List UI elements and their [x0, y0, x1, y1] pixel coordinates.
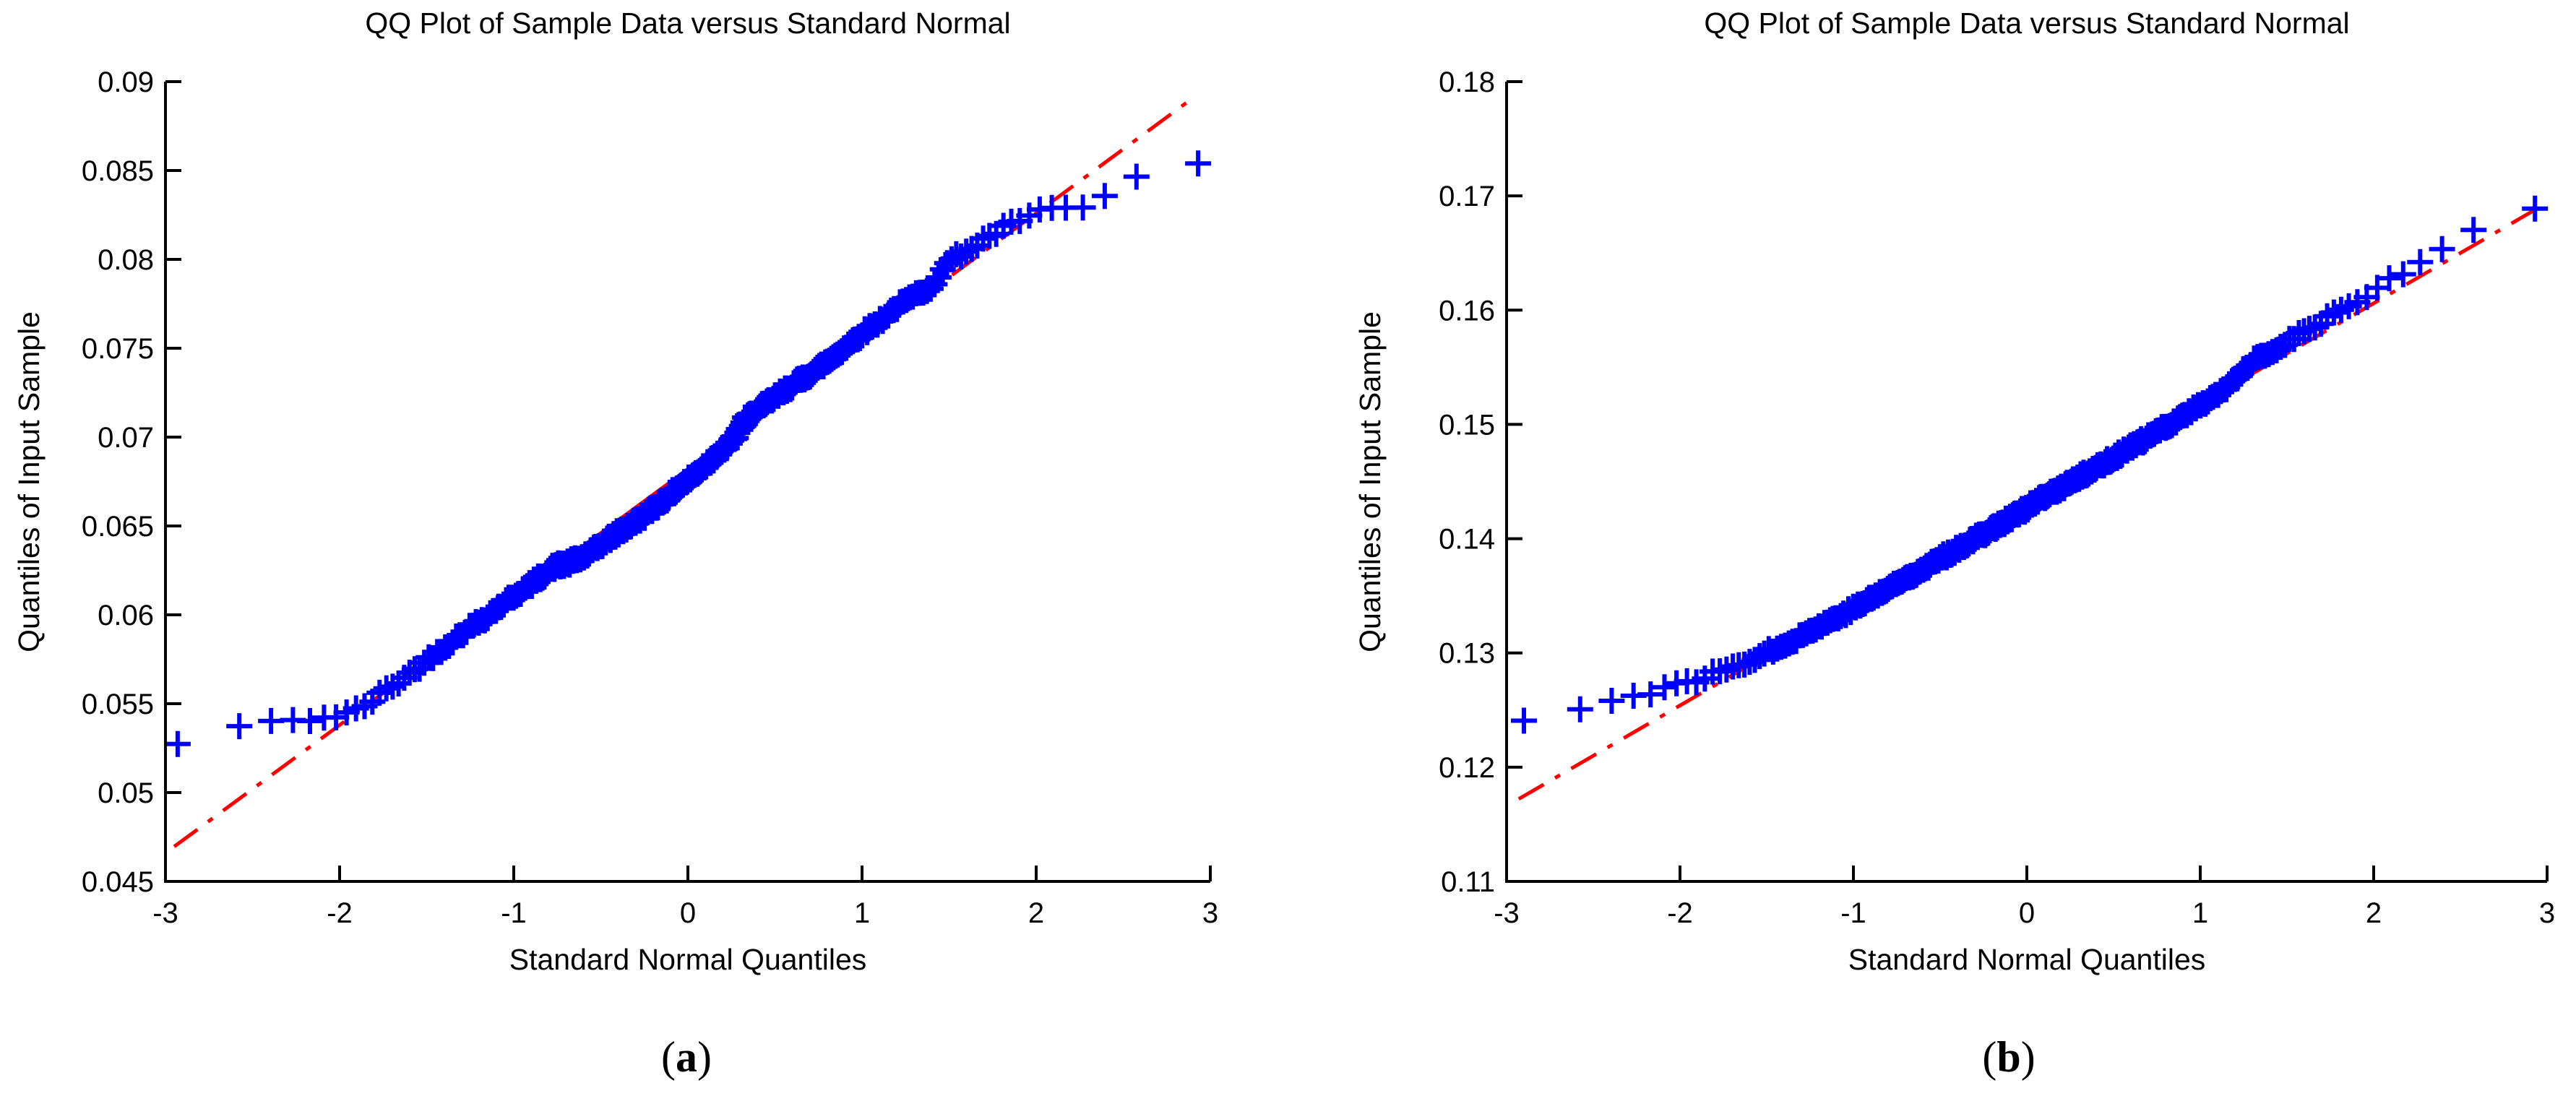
plot-b-xlabel: Standard Normal Quantiles: [1848, 943, 2206, 976]
plot-a-tick-labels: -3 -2 -1 0 1 2 3 0.045 0.05 0.055 0.06 0.065 0.07 0.0…: [82, 66, 1218, 929]
y-tick-label: 0.15: [1439, 409, 1495, 441]
plot-b-axes: [1505, 80, 2549, 883]
y-tick-label: 0.14: [1439, 524, 1495, 556]
x-tick-label: 3: [2539, 897, 2555, 929]
x-tick-label: -1: [1840, 897, 1866, 929]
plot-a-markers: [164, 150, 1212, 757]
x-tick-label: 1: [2192, 897, 2208, 929]
x-tick-label: -2: [327, 897, 353, 929]
plot-b-caption-open: (: [1982, 1033, 1996, 1081]
plot-b-markers: [1511, 195, 2549, 734]
y-tick-label: 0.09: [98, 66, 154, 98]
y-tick-label: 0.07: [98, 422, 154, 454]
plot-a-caption: (a): [661, 1033, 712, 1081]
x-tick-label: 2: [2366, 897, 2382, 929]
plot-b: -3 -2 -1 0 1 2 3 0.11 0.12 0.13 0.14 0.15 0.16 0.17 0.…: [1353, 7, 2555, 1081]
y-tick-label: 0.11: [1441, 866, 1495, 898]
plot-a-title: QQ Plot of Sample Data versus Standard N…: [365, 7, 1010, 40]
y-tick-label: 0.045: [82, 866, 154, 898]
x-tick-label: -1: [501, 897, 527, 929]
plot-a-axes: [164, 80, 1212, 883]
plot-a-caption-close: ): [697, 1033, 712, 1081]
x-tick-label: 3: [1202, 897, 1218, 929]
y-tick-label: 0.17: [1439, 181, 1495, 212]
marker-points-path: [164, 150, 1212, 757]
y-tick-label: 0.055: [82, 689, 154, 720]
plot-b-ylabel: Quantiles of Input Sample: [1353, 311, 1387, 652]
x-tick-label: 0: [2019, 897, 2035, 929]
y-tick-label: 0.05: [98, 777, 154, 809]
y-tick-label: 0.12: [1439, 752, 1495, 784]
plot-a-ylabel: Quantiles of Input Sample: [12, 311, 46, 652]
plot-b-tick-labels: -3 -2 -1 0 1 2 3 0.11 0.12 0.13 0.14 0.15 0.16 0.17 0.…: [1439, 66, 2555, 929]
y-tick-label: 0.13: [1439, 638, 1495, 670]
x-tick-label: 2: [1028, 897, 1044, 929]
plot-a-caption-letter: a: [676, 1033, 697, 1081]
x-tick-label: -2: [1667, 897, 1693, 929]
y-tick-label: 0.065: [82, 511, 154, 543]
y-tick-label: 0.075: [82, 333, 154, 365]
x-tick-label: -3: [1494, 897, 1520, 929]
plot-b-caption-close: ): [2021, 1033, 2036, 1081]
y-tick-label: 0.085: [82, 155, 154, 187]
y-tick-label: 0.06: [98, 600, 154, 631]
y-tick-label: 0.16: [1439, 295, 1495, 327]
y-tick-label: 0.08: [98, 244, 154, 276]
x-tick-label: 1: [854, 897, 870, 929]
plot-a: -3 -2 -1 0 1 2 3 0.045 0.05 0.055 0.06 0.065 0.07 0.0…: [12, 7, 1218, 1081]
marker-points-path: [1511, 195, 2549, 734]
y-tick-label: 0.18: [1439, 66, 1495, 98]
plot-a-caption-open: (: [661, 1033, 676, 1081]
axis-lines: [1505, 82, 2547, 883]
x-tick-label: -3: [152, 897, 178, 929]
x-tick-label: 0: [680, 897, 696, 929]
plot-a-xlabel: Standard Normal Quantiles: [509, 943, 867, 976]
plot-b-caption: (b): [1982, 1033, 2035, 1081]
plot-b-caption-letter: b: [1996, 1033, 2020, 1081]
plot-b-title: QQ Plot of Sample Data versus Standard N…: [1704, 7, 2349, 40]
